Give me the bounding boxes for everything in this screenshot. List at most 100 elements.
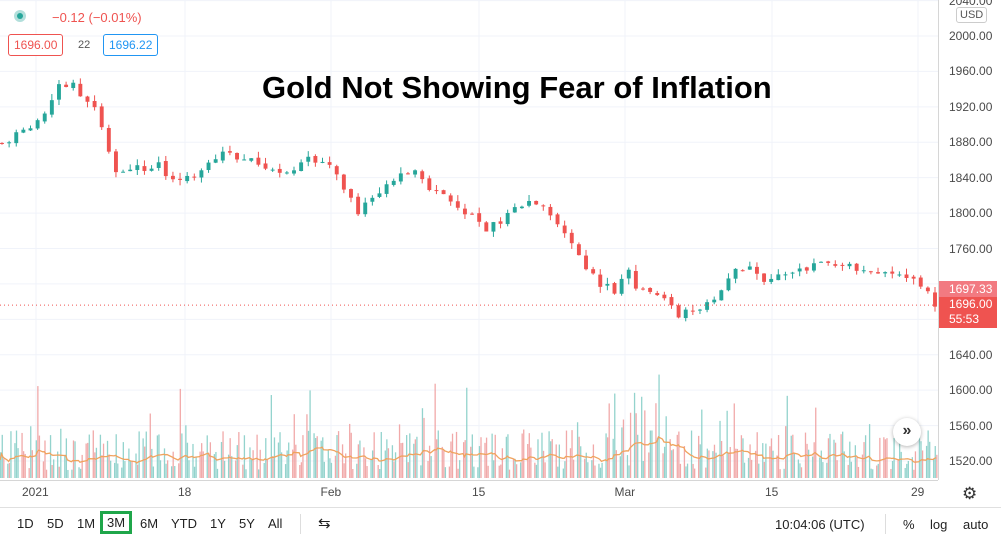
candle-body [740,270,745,272]
range-1d-button[interactable]: 1D [17,516,34,531]
volume-bar [669,439,671,478]
volume-bar [847,464,849,478]
candle-body [349,189,353,198]
volume-bar [929,441,931,478]
volume-bar [131,460,133,478]
candle-body [85,96,90,102]
volume-bar [792,434,794,478]
range-ytd-button[interactable]: YTD [171,516,197,531]
candle-body [918,277,923,287]
time-tick-label: Mar [614,485,636,499]
volume-bar [849,441,851,478]
volume-bar [606,437,609,478]
range-all-button[interactable]: All [268,516,283,531]
candle-body [42,113,47,122]
volume-bar [485,437,488,478]
volume-bar [71,469,73,478]
volume-bar [699,444,701,478]
range-1y-button[interactable]: 1Y [210,516,226,531]
candle-body [398,173,403,182]
volume-bar [747,457,750,478]
volume-bar [470,446,472,478]
volume-bar [263,462,265,478]
volume-bar [921,450,924,478]
volume-bar [701,409,703,478]
candle-body [334,166,339,175]
log-scale-toggle[interactable]: log [930,517,948,532]
ask-price-box[interactable]: 1696.22 [103,34,159,56]
market-open-indicator [14,10,26,22]
volume-bar [672,449,674,478]
volume-bar [380,431,382,478]
bid-price-box[interactable]: 1696.00 [8,34,64,56]
volume-ma-line [0,435,937,464]
range-5d-button[interactable]: 5D [47,516,64,531]
candle-body [420,171,425,180]
volume-bar [477,467,479,478]
volume-bar [259,449,261,478]
volume-bar [500,464,502,478]
volume-bar [320,440,322,478]
volume-bar [749,444,751,478]
candle-body [206,162,211,170]
candle-body [783,274,788,276]
volume-bar [428,445,431,478]
volume-bar [464,440,466,478]
volume-bar [742,438,744,478]
volume-bar [890,468,892,478]
price-chart[interactable] [0,0,938,480]
volume-bar [927,430,929,478]
scroll-to-realtime-button[interactable]: » [893,418,921,446]
volume-bar [491,433,493,478]
settings-gear-icon[interactable]: ⚙ [962,484,978,503]
volume-bar [750,459,753,478]
volume-bar [820,450,822,478]
volume-bar [209,442,212,478]
range-1m-button[interactable]: 1M [77,516,96,531]
candle-body [491,222,496,232]
volume-bar [7,463,9,478]
candle-body [933,292,937,307]
volume-bar [88,434,90,478]
currency-badge[interactable]: USD [956,7,988,23]
candle-body [227,151,232,153]
spread-value: 22 [78,39,91,51]
range-5y-button[interactable]: 5Y [239,516,255,531]
volume-bar [799,463,801,478]
volume-bar [124,461,126,478]
range-3m-button[interactable]: 3M [99,511,133,534]
volume-bar [863,442,865,478]
volume-bar [416,436,418,478]
volume-bar [300,462,303,478]
price-axis[interactable]: 2040.00 2000.00 1960.00 1920.00 1880.00 1840.… [938,0,1001,480]
time-axis[interactable]: 2021 18 Feb 15 Mar 15 29 [0,480,938,507]
volume-bar [188,460,190,478]
volume-bar [193,466,196,478]
volume-bar [352,469,354,478]
candle-body [847,263,852,267]
candle-body [28,128,33,131]
volume-bar [181,433,183,478]
candle-body [470,213,475,215]
chart-area[interactable] [0,0,938,480]
volume-bar [626,455,629,478]
candle-body [584,255,588,270]
range-6m-button[interactable]: 6M [140,516,159,531]
volume-bar [293,414,295,478]
volume-bar [135,453,137,478]
percent-scale-toggle[interactable]: % [903,517,915,532]
time-tick-label: 18 [178,485,192,499]
volume-bar [430,456,432,478]
volume-bar [572,459,575,478]
volume-bar [199,451,201,478]
candle-body [897,274,902,276]
auto-scale-toggle[interactable]: auto [963,517,989,532]
volume-bar [152,466,155,478]
candle-body [819,261,823,263]
candle-body [477,213,482,222]
volume-bar [897,459,899,478]
date-range-calendar-icon[interactable]: ⇆ [318,515,331,532]
double-chevron-right-icon: » [902,422,912,439]
utc-clock[interactable]: 10:04:06 (UTC) [775,517,865,532]
volume-bar [30,426,32,478]
